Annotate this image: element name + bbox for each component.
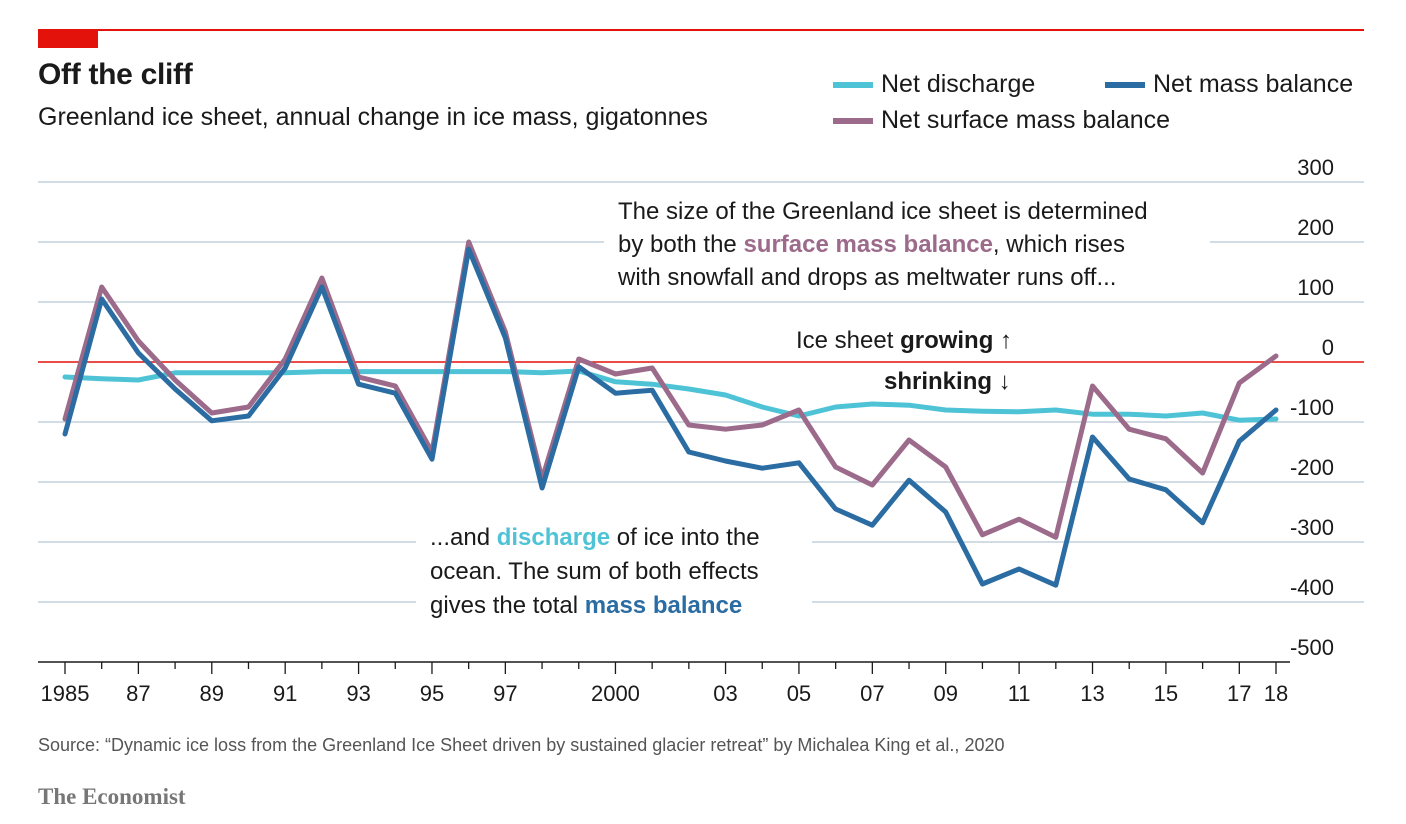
annotation-discharge-emphasis: discharge [497, 524, 610, 551]
y-axis-tick-labels: 300 200 100 0 -100 -200 -300 -400 -500 [1290, 155, 1334, 660]
annotation-discharge-line3: gives the total mass balance [430, 592, 742, 619]
y-tick-label: 300 [1297, 155, 1334, 180]
legend-label: Net discharge [881, 70, 1036, 98]
annotation-text: ...and [430, 524, 497, 551]
annotation-text: Ice sheet [796, 327, 900, 354]
series-lines [62, 239, 1279, 588]
brand-wordmark: The Economist [38, 784, 186, 809]
x-tick-label: 91 [273, 681, 297, 706]
chart-subtitle: Greenland ice sheet, annual change in ic… [38, 103, 708, 131]
source-note: Source: “Dynamic ice loss from the Green… [38, 735, 1005, 755]
legend-label: Net mass balance [1153, 70, 1354, 98]
y-tick-label: -500 [1290, 635, 1334, 660]
x-tick-label: 17 [1227, 681, 1251, 706]
series-line-smb [62, 239, 1279, 540]
annotation-surface-bg [604, 190, 1210, 300]
x-tick-label: 07 [860, 681, 884, 706]
top-rule [38, 29, 1364, 31]
x-tick-label: 15 [1154, 681, 1178, 706]
y-tick-label: -300 [1290, 515, 1334, 540]
annotation-arrow-down: ↓ [992, 368, 1011, 395]
annotation-surface-line2: by both the surface mass balance, which … [618, 231, 1125, 258]
x-tick-label: 87 [126, 681, 150, 706]
legend-swatch-mass-balance [1105, 81, 1145, 88]
y-tick-label: 0 [1322, 335, 1334, 360]
chart-title: Off the cliff [38, 58, 193, 91]
annotation-surface-line1: The size of the Greenland ice sheet is d… [618, 198, 1148, 225]
series-line-discharge [62, 368, 1279, 423]
annotation-text: gives the total [430, 592, 585, 619]
x-tick-label: 2000 [591, 681, 640, 706]
annotation-discharge-line1: ...and discharge of ice into the [430, 524, 760, 551]
y-tick-label: -200 [1290, 455, 1334, 480]
y-tick-label: -100 [1290, 395, 1334, 420]
annotation-discharge-bg [416, 520, 812, 628]
legend-item-net-discharge: Net discharge [833, 70, 1035, 99]
legend-item-net-mass-balance: Net mass balance [1105, 70, 1353, 99]
x-tick-label: 13 [1080, 681, 1104, 706]
annotation-surface-emphasis: surface mass balance [743, 231, 992, 258]
annotation-shrinking: shrinking ↓ [884, 368, 1011, 395]
annotation-arrow-up: ↑ [993, 327, 1012, 354]
x-tick-label: 03 [713, 681, 737, 706]
legend-label: Net surface mass balance [881, 106, 1171, 134]
y-tick-label: 200 [1297, 215, 1334, 240]
annotation-shrinking-emphasis: shrinking [884, 368, 992, 395]
series-line-mb [62, 246, 1279, 588]
y-tick-label: 100 [1297, 275, 1334, 300]
y-tick-label: -400 [1290, 575, 1334, 600]
legend-swatch-discharge [833, 81, 873, 88]
x-tick-label: 97 [493, 681, 517, 706]
x-tick-label: 89 [200, 681, 224, 706]
x-tick-label: 09 [933, 681, 957, 706]
annotation-mass-balance-emphasis: mass balance [585, 592, 742, 619]
annotation-surface-line3: with snowfall and drops as meltwater run… [617, 264, 1116, 291]
x-tick-label: 05 [787, 681, 811, 706]
economist-red-tag [38, 30, 98, 48]
x-axis: 1985 87 89 91 93 95 97 2000 03 05 07 09 11 13 15 17 18 [38, 661, 1290, 706]
x-tick-label: 95 [420, 681, 444, 706]
x-tick-label: 11 [1008, 681, 1031, 706]
x-tick-label: 1985 [41, 681, 90, 706]
annotation-growing: Ice sheet growing ↑ [796, 327, 1012, 354]
annotation-text: by both the [618, 231, 743, 258]
annotation-text: , which rises [993, 231, 1125, 258]
annotation-text: of ice into the [610, 524, 759, 551]
x-tick-label: 93 [346, 681, 370, 706]
annotation-discharge-line2: ocean. The sum of both effects [430, 558, 759, 585]
annotation-growing-emphasis: growing [900, 327, 993, 354]
legend-item-net-surface-mass-balance: Net surface mass balance [833, 106, 1170, 135]
x-tick-label: 18 [1264, 681, 1288, 706]
legend-swatch-surface-mass-balance [833, 117, 873, 124]
